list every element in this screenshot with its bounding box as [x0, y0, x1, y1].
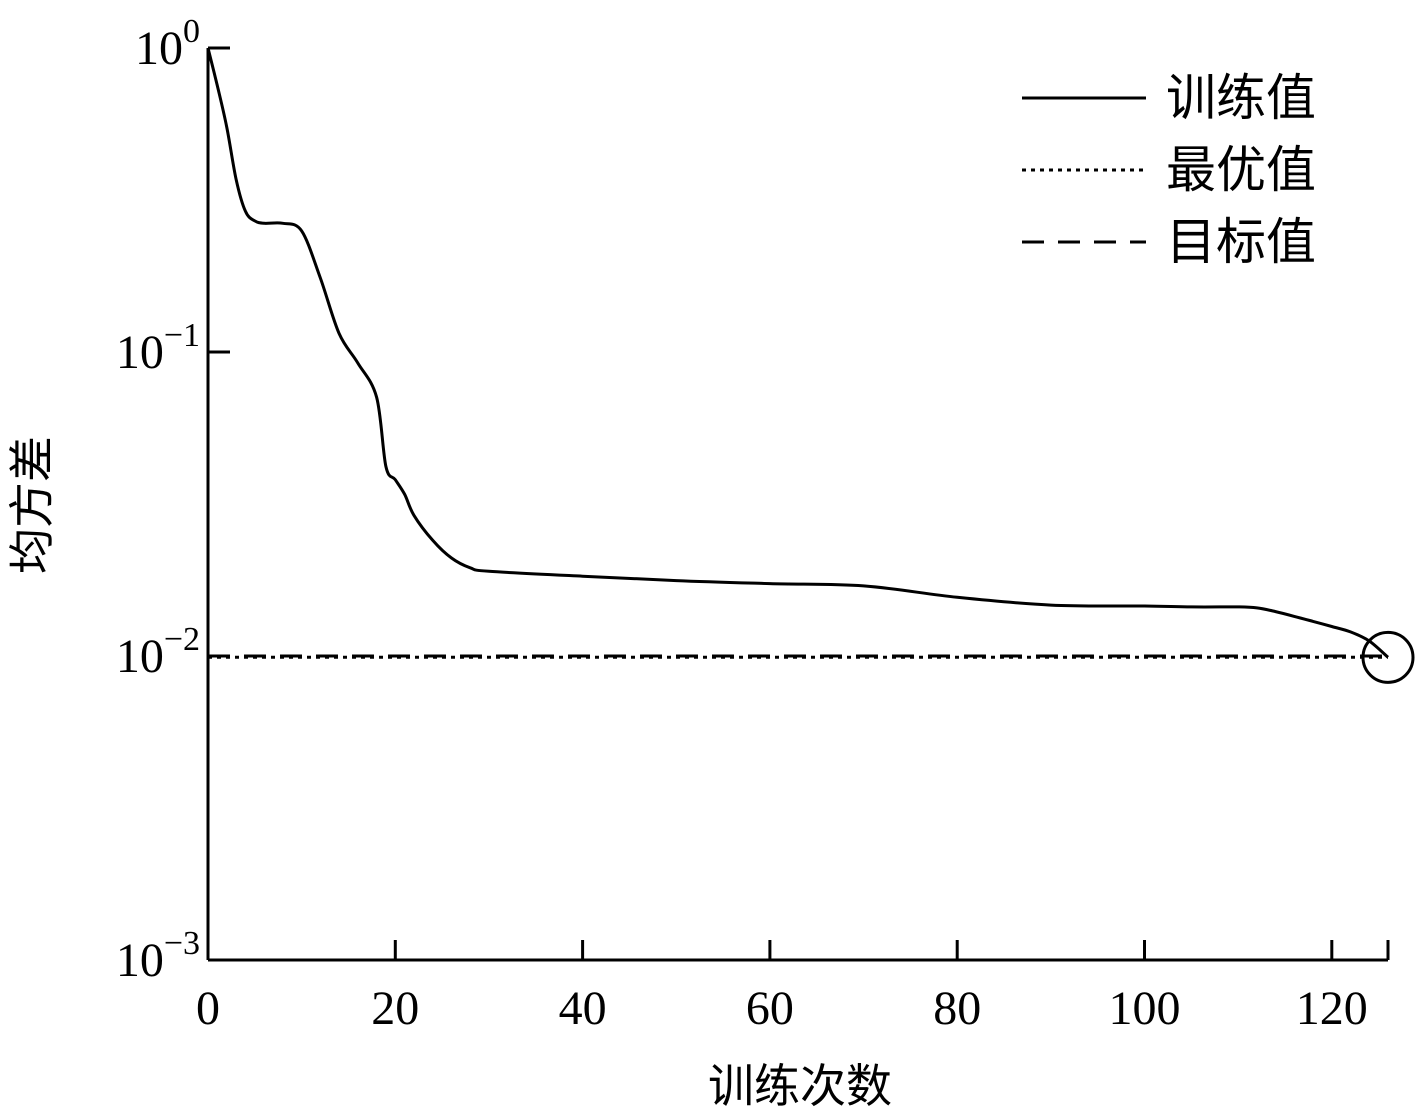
x-tick-label: 100 — [1109, 982, 1181, 1035]
x-tick-label: 0 — [196, 982, 220, 1035]
end-point-circle-marker — [1361, 630, 1415, 684]
x-axis-label: 训练次数 — [708, 1061, 892, 1112]
series-layer — [206, 47, 1415, 684]
x-tick-label: 20 — [371, 982, 419, 1035]
x-tick-label: 40 — [559, 982, 607, 1035]
y-tick-label: 10−3 — [116, 925, 200, 987]
plot-axes: 0 20 40 60 80 100 120 100 10−1 10−2 10−3 — [116, 13, 1390, 1035]
y-tick-label: 100 — [135, 13, 200, 75]
legend-label: 训练值 — [1166, 70, 1316, 126]
x-tick-label: 120 — [1296, 982, 1368, 1035]
x-tick-label: 60 — [746, 982, 794, 1035]
x-tick-label: 80 — [933, 982, 981, 1035]
y-axis-label: 均方差 — [7, 436, 58, 574]
y-tick-label: 10−1 — [116, 317, 200, 379]
series-line-solid — [206, 47, 1389, 659]
y-tick-label: 10−2 — [116, 621, 200, 683]
legend-label: 最优值 — [1166, 142, 1316, 198]
legend-label: 目标值 — [1166, 214, 1316, 270]
